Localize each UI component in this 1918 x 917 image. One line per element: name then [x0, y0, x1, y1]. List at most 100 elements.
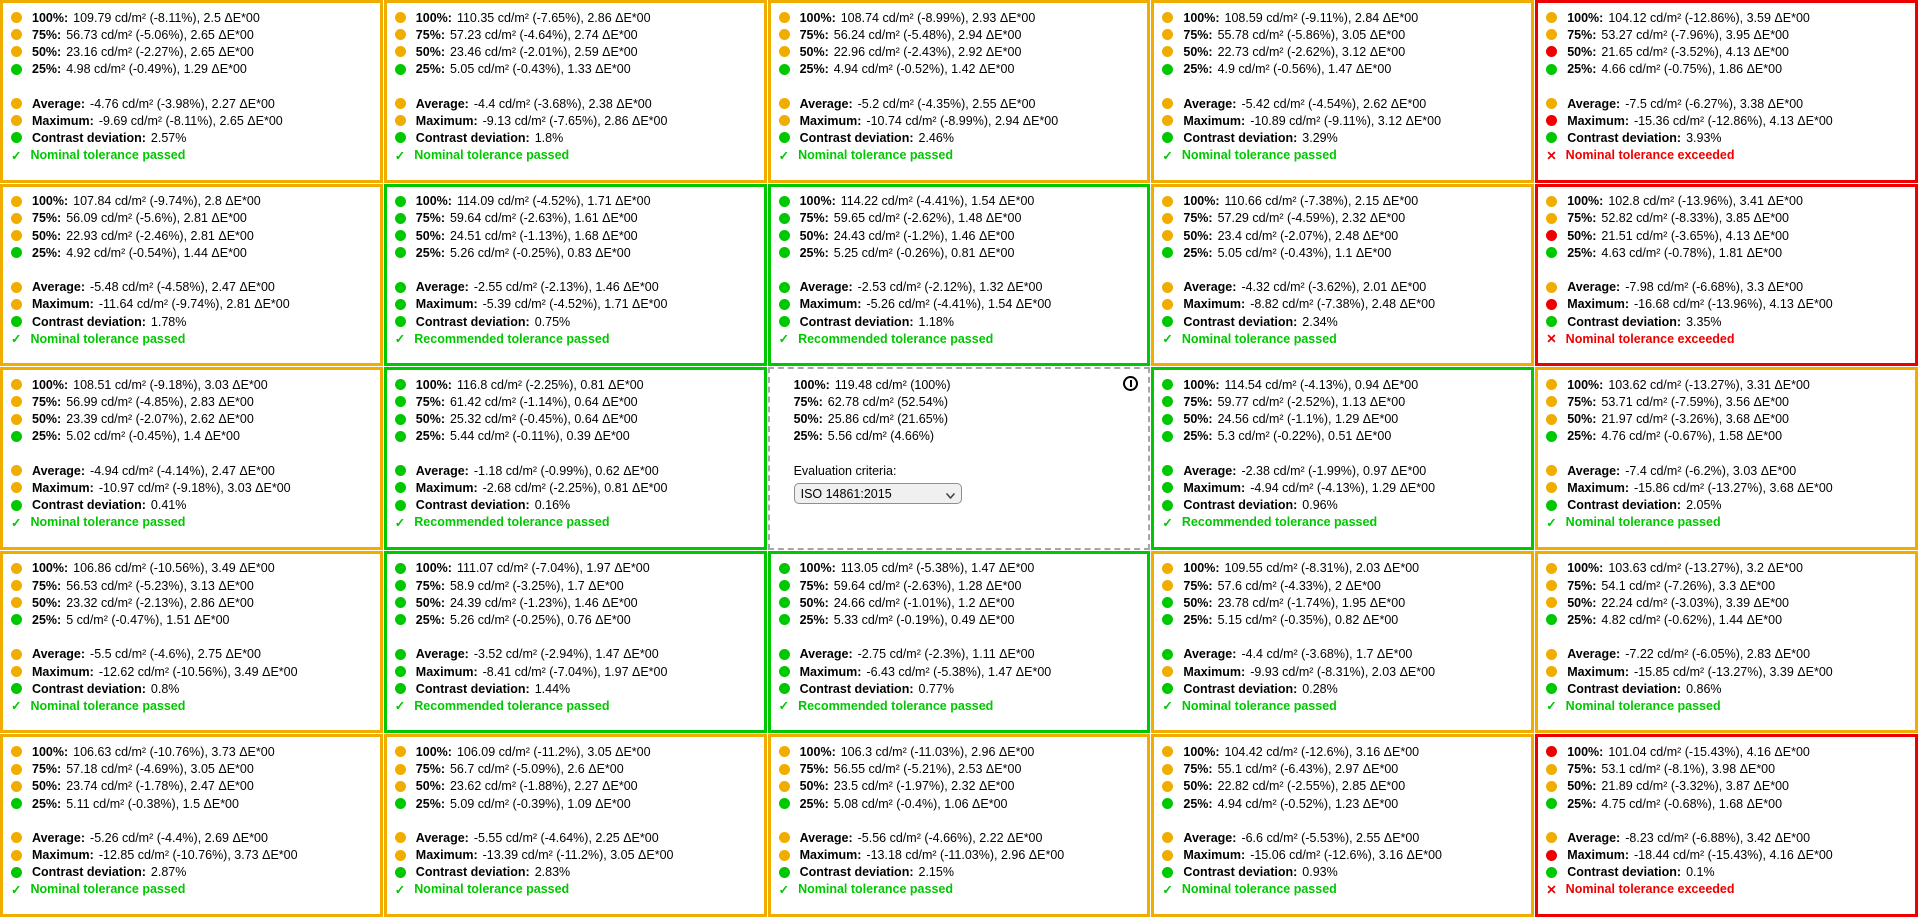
- metric-value: 21.65 cd/m² (-3.52%), 4.13 ΔE*00: [1601, 44, 1789, 59]
- metric-value: 52.82 cd/m² (-8.33%), 3.85 ΔE*00: [1601, 211, 1789, 226]
- metric-label: Contrast deviation:: [1567, 314, 1682, 329]
- metric-value: 59.65 cd/m² (-2.62%), 1.48 ΔE*00: [833, 211, 1022, 226]
- measurement-cell: 100%: 109.55 cd/m² (-8.31%), 2.03 ΔE*00 75…: [1151, 550, 1535, 734]
- status-dot: [1162, 63, 1174, 75]
- metric-value: 0.93%: [1302, 865, 1338, 880]
- metric-row: 50%: 25.86 cd/m² (21.65%): [794, 411, 1141, 428]
- metric-label: 50%:: [799, 44, 829, 59]
- measurement-cell: 100%: 113.05 cd/m² (-5.38%), 1.47 ΔE*00 75…: [767, 550, 1151, 734]
- metric-label: 75%:: [415, 762, 445, 777]
- metric-label: Average:: [799, 830, 853, 845]
- metric-row: 25%: 5.56 cd/m² (4.66%): [794, 428, 1141, 445]
- tolerance-status-text: Recommended tolerance passed: [1181, 515, 1378, 530]
- metric-label: Maximum:: [1183, 848, 1246, 863]
- metric-label: 50%:: [415, 44, 445, 59]
- status-dot: [1546, 648, 1558, 660]
- metric-label: 25%:: [1567, 796, 1597, 811]
- metric-value: -8.41 cd/m² (-7.04%), 1.97 ΔE*00: [482, 664, 668, 679]
- spacer: [11, 78, 372, 95]
- metric-value: 4.98 cd/m² (-0.49%), 1.29 ΔE*00: [66, 62, 247, 77]
- status-dot: [1162, 562, 1174, 574]
- check-icon: ✓: [778, 699, 790, 714]
- metric-row: Maximum: -8.82 cd/m² (-7.38%), 2.48 ΔE*00: [1162, 296, 1523, 313]
- metric-value: -5.2 cd/m² (-4.35%), 2.55 ΔE*00: [857, 96, 1036, 111]
- metric-label: Contrast deviation:: [799, 865, 914, 880]
- metric-label: Maximum:: [415, 848, 478, 863]
- spacer: [779, 261, 1140, 278]
- metric-value: 106.63 cd/m² (-10.76%), 3.73 ΔE*00: [73, 744, 275, 759]
- measurement-cell: 100%: 111.07 cd/m² (-7.04%), 1.97 ΔE*00 75…: [383, 550, 767, 734]
- metric-value: 5.33 cd/m² (-0.19%), 0.49 ΔE*00: [833, 612, 1015, 627]
- metric-value: 104.12 cd/m² (-12.86%), 3.59 ΔE*00: [1608, 10, 1810, 25]
- metric-value: 5.11 cd/m² (-0.38%), 1.5 ΔE*00: [66, 796, 239, 811]
- metric-row: 75%: 53.71 cd/m² (-7.59%), 3.56 ΔE*00: [1546, 393, 1907, 410]
- metric-row: Average: -5.56 cd/m² (-4.66%), 2.22 ΔE*00: [778, 829, 1140, 846]
- metric-row: Contrast deviation: 2.34%: [1162, 313, 1523, 330]
- tolerance-status: ✓ Nominal tolerance passed: [11, 147, 372, 164]
- status-dot: [778, 666, 790, 678]
- tolerance-status-text: Nominal tolerance exceeded: [1565, 148, 1735, 163]
- cross-icon: ✕: [1546, 332, 1557, 347]
- tolerance-status: ✓ Nominal tolerance passed: [779, 881, 1140, 898]
- measurement-cell: 100%: 114.09 cd/m² (-4.52%), 1.71 ΔE*00 75…: [383, 183, 767, 367]
- metric-label: 25%:: [415, 429, 445, 444]
- metric-row: Maximum: -15.85 cd/m² (-13.27%), 3.39 ΔE*…: [1546, 663, 1907, 680]
- status-dot: [394, 413, 406, 425]
- status-dot: [11, 666, 22, 678]
- status-dot: [394, 580, 406, 592]
- metric-label: 75%:: [1567, 211, 1597, 226]
- status-dot: [11, 212, 22, 224]
- tolerance-status-text: Nominal tolerance exceeded: [1565, 331, 1735, 346]
- tolerance-status-text: Nominal tolerance passed: [30, 515, 186, 530]
- measurement-cell: 100%: 108.51 cd/m² (-9.18%), 3.03 ΔE*00 75…: [0, 367, 383, 550]
- metric-value: 23.74 cd/m² (-1.78%), 2.47 ΔE*00: [66, 779, 254, 794]
- status-dot: [394, 63, 406, 75]
- status-dot: [778, 614, 790, 626]
- status-dot: [1546, 832, 1558, 844]
- status-dot: [394, 648, 406, 660]
- metric-value: 56.24 cd/m² (-5.48%), 2.94 ΔE*00: [833, 27, 1022, 42]
- metric-label: 50%:: [415, 595, 445, 610]
- metric-value: 110.66 cd/m² (-7.38%), 2.15 ΔE*00: [1224, 194, 1419, 209]
- metric-label: Maximum:: [32, 848, 94, 863]
- metric-value: 23.39 cd/m² (-2.07%), 2.62 ΔE*00: [66, 412, 254, 427]
- metric-row: 100%: 108.74 cd/m² (-8.99%), 2.93 ΔE*00: [778, 9, 1140, 26]
- metric-row: Maximum: -11.64 cd/m² (-9.74%), 2.81 ΔE*0…: [11, 296, 372, 313]
- metric-row: 50%: 24.39 cd/m² (-1.23%), 1.46 ΔE*00: [394, 594, 756, 611]
- metric-value: -7.4 cd/m² (-6.2%), 3.03 ΔE*00: [1625, 463, 1797, 478]
- spacer: [11, 812, 372, 829]
- status-dot: [1162, 499, 1174, 511]
- status-dot: [1162, 212, 1174, 224]
- metric-value: 1.44%: [534, 681, 571, 696]
- metric-value: 55.78 cd/m² (-5.86%), 3.05 ΔE*00: [1217, 27, 1406, 42]
- metric-value: -5.26 cd/m² (-4.4%), 2.69 ΔE*00: [90, 830, 268, 845]
- metric-label: 100%:: [799, 194, 836, 209]
- metric-label: Maximum:: [415, 297, 478, 312]
- cross-icon: ✕: [1546, 882, 1557, 897]
- metric-label: 50%:: [1567, 228, 1597, 243]
- metric-row: Contrast deviation: 1.18%: [778, 313, 1140, 330]
- metric-value: 57.29 cd/m² (-4.59%), 2.32 ΔE*00: [1217, 211, 1406, 226]
- metric-row: Average: -2.53 cd/m² (-2.12%), 1.32 ΔE*00: [778, 279, 1140, 296]
- metric-row: 100%: 110.35 cd/m² (-7.65%), 2.86 ΔE*00: [394, 9, 756, 26]
- metric-label: 50%:: [1183, 595, 1213, 610]
- spacer: [1162, 812, 1523, 829]
- metric-value: 102.8 cd/m² (-13.96%), 3.41 ΔE*00: [1608, 194, 1803, 209]
- info-icon[interactable]: [1123, 376, 1139, 392]
- metric-label: Contrast deviation:: [415, 130, 530, 145]
- metric-label: Maximum:: [1567, 664, 1630, 679]
- evaluation-criteria-select[interactable]: ISO 14861:2015: [793, 483, 962, 505]
- metric-value: 106.86 cd/m² (-10.56%), 3.49 ΔE*00: [73, 561, 275, 576]
- metric-row: 100%: 106.63 cd/m² (-10.76%), 3.73 ΔE*00: [11, 743, 372, 760]
- metric-row: 100%: 109.55 cd/m² (-8.31%), 2.03 ΔE*00: [1162, 560, 1523, 577]
- status-dot: [778, 247, 790, 259]
- metric-value: 57.6 cd/m² (-4.33%), 2 ΔE*00: [1217, 578, 1381, 593]
- metric-value: 109.79 cd/m² (-8.11%), 2.5 ΔE*00: [73, 10, 260, 25]
- metric-value: -12.62 cd/m² (-10.56%), 3.49 ΔE*00: [98, 664, 298, 679]
- check-icon: ✓: [778, 332, 790, 347]
- status-dot: [778, 98, 790, 110]
- metric-label: 50%:: [32, 412, 62, 427]
- metric-value: 23.78 cd/m² (-1.74%), 1.95 ΔE*00: [1217, 595, 1406, 610]
- metric-row: Maximum: -18.44 cd/m² (-15.43%), 4.16 ΔE*…: [1546, 847, 1907, 864]
- metric-value: -5.55 cd/m² (-4.64%), 2.25 ΔE*00: [473, 830, 659, 845]
